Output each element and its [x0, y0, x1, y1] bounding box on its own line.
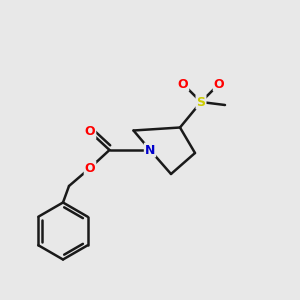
Text: O: O: [214, 77, 224, 91]
Text: O: O: [178, 77, 188, 91]
Text: O: O: [85, 161, 95, 175]
Text: N: N: [145, 143, 155, 157]
Text: S: S: [196, 95, 206, 109]
Text: O: O: [85, 125, 95, 139]
